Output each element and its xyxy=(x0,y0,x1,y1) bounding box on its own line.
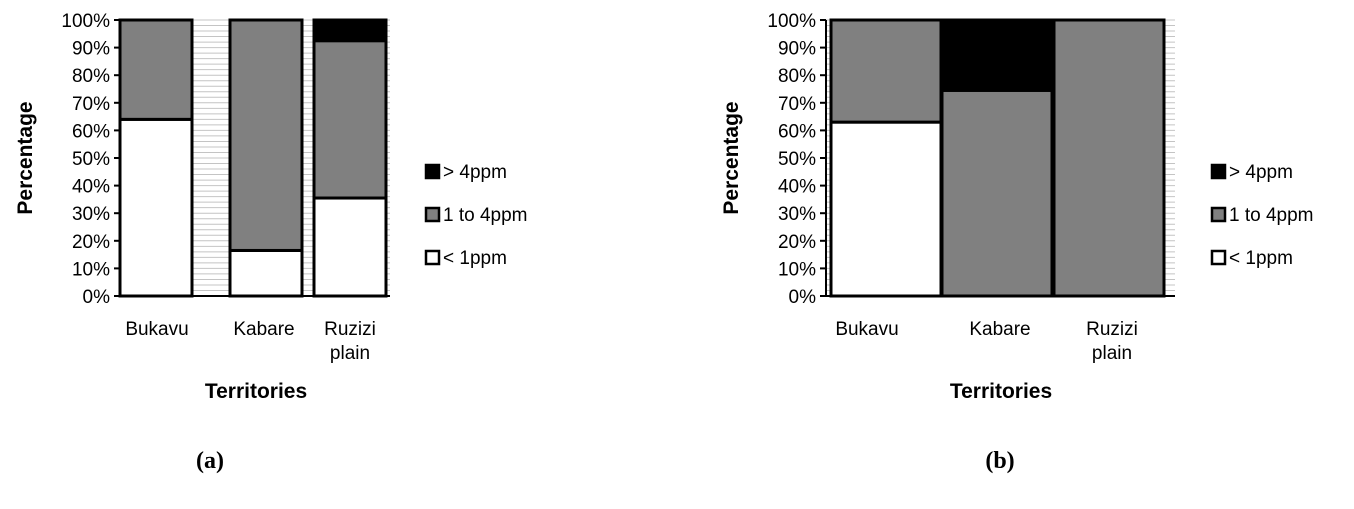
x-tick-label: Bukavu xyxy=(835,319,898,340)
y-axis-title: Percentage xyxy=(14,101,37,214)
legend-swatch xyxy=(424,249,441,266)
legend-label: 1 to 4ppm xyxy=(1229,205,1314,226)
y-tick-label: 70% xyxy=(72,94,110,115)
legend-label: < 1ppm xyxy=(443,248,507,269)
y-tick-label: 0% xyxy=(83,287,111,308)
y-tick-label: 10% xyxy=(72,259,110,280)
legend-label: > 4ppm xyxy=(1229,162,1293,183)
chart-b: 0% 10% 20% 30% 40% 50% 60% 70% 80% 90% 100% Bukavu K… xyxy=(720,11,1314,474)
bar-segment xyxy=(1052,18,1166,298)
legend-swatch xyxy=(424,163,441,180)
bar-segment xyxy=(829,18,943,124)
y-tick-label: 60% xyxy=(778,121,816,142)
y-axis-title: Percentage xyxy=(720,101,743,214)
legend-label: 1 to 4ppm xyxy=(443,205,528,226)
y-tick-label: 30% xyxy=(72,204,110,225)
y-tick-label: 0% xyxy=(789,287,817,308)
y-tick-label: 20% xyxy=(72,232,110,253)
y-tick-label: 100% xyxy=(61,11,110,32)
y-tick-label: 90% xyxy=(72,39,110,60)
panel-label: (b) xyxy=(985,448,1014,474)
x-axis-title: Territories xyxy=(205,380,307,403)
x-tick-label: Ruzizi plain xyxy=(1086,319,1138,364)
bar-segment xyxy=(118,18,194,121)
x-tick-label: Ruzizi plain xyxy=(324,319,376,364)
y-tick-label: 90% xyxy=(778,39,816,60)
y-tick-label: 80% xyxy=(72,66,110,87)
y-tick-label: 60% xyxy=(72,121,110,142)
bar-segment xyxy=(312,39,388,200)
legend: > 4ppm 1 to 4ppm < 1ppm xyxy=(1210,162,1314,269)
y-tick-label: 80% xyxy=(778,66,816,87)
y-tick-label: 10% xyxy=(778,259,816,280)
legend-label: < 1ppm xyxy=(1229,248,1293,269)
legend-label: > 4ppm xyxy=(443,162,507,183)
bar-segment xyxy=(312,196,388,298)
y-tick-label: 100% xyxy=(767,11,816,32)
bar-segment xyxy=(940,88,1054,298)
bar-segment xyxy=(829,120,943,298)
legend-swatch xyxy=(1210,206,1227,223)
bar-segment xyxy=(940,18,1054,92)
y-tick-label: 40% xyxy=(778,177,816,198)
x-tick-label: Kabare xyxy=(969,319,1030,340)
bar-segment xyxy=(312,18,388,43)
bar-segment xyxy=(228,248,304,298)
x-axis-title: Territories xyxy=(950,380,1052,403)
bar-segment xyxy=(118,117,194,298)
bar-segment xyxy=(228,18,304,252)
legend-swatch xyxy=(1210,249,1227,266)
chart-a: 0% 10% 20% 30% 40% 50% 60% 70% 80% 90% 100% Bukavu K… xyxy=(14,11,528,474)
y-tick-label: 70% xyxy=(778,94,816,115)
y-tick-label: 20% xyxy=(778,232,816,253)
x-tick-label: Bukavu xyxy=(125,319,188,340)
legend: > 4ppm 1 to 4ppm < 1ppm xyxy=(424,162,528,269)
y-tick-label: 50% xyxy=(778,149,816,170)
y-tick-label: 30% xyxy=(778,204,816,225)
y-tick-label: 50% xyxy=(72,149,110,170)
panel-label: (a) xyxy=(196,448,224,474)
legend-swatch xyxy=(1210,163,1227,180)
x-tick-label: Kabare xyxy=(233,319,294,340)
y-tick-label: 40% xyxy=(72,177,110,198)
legend-swatch xyxy=(424,206,441,223)
